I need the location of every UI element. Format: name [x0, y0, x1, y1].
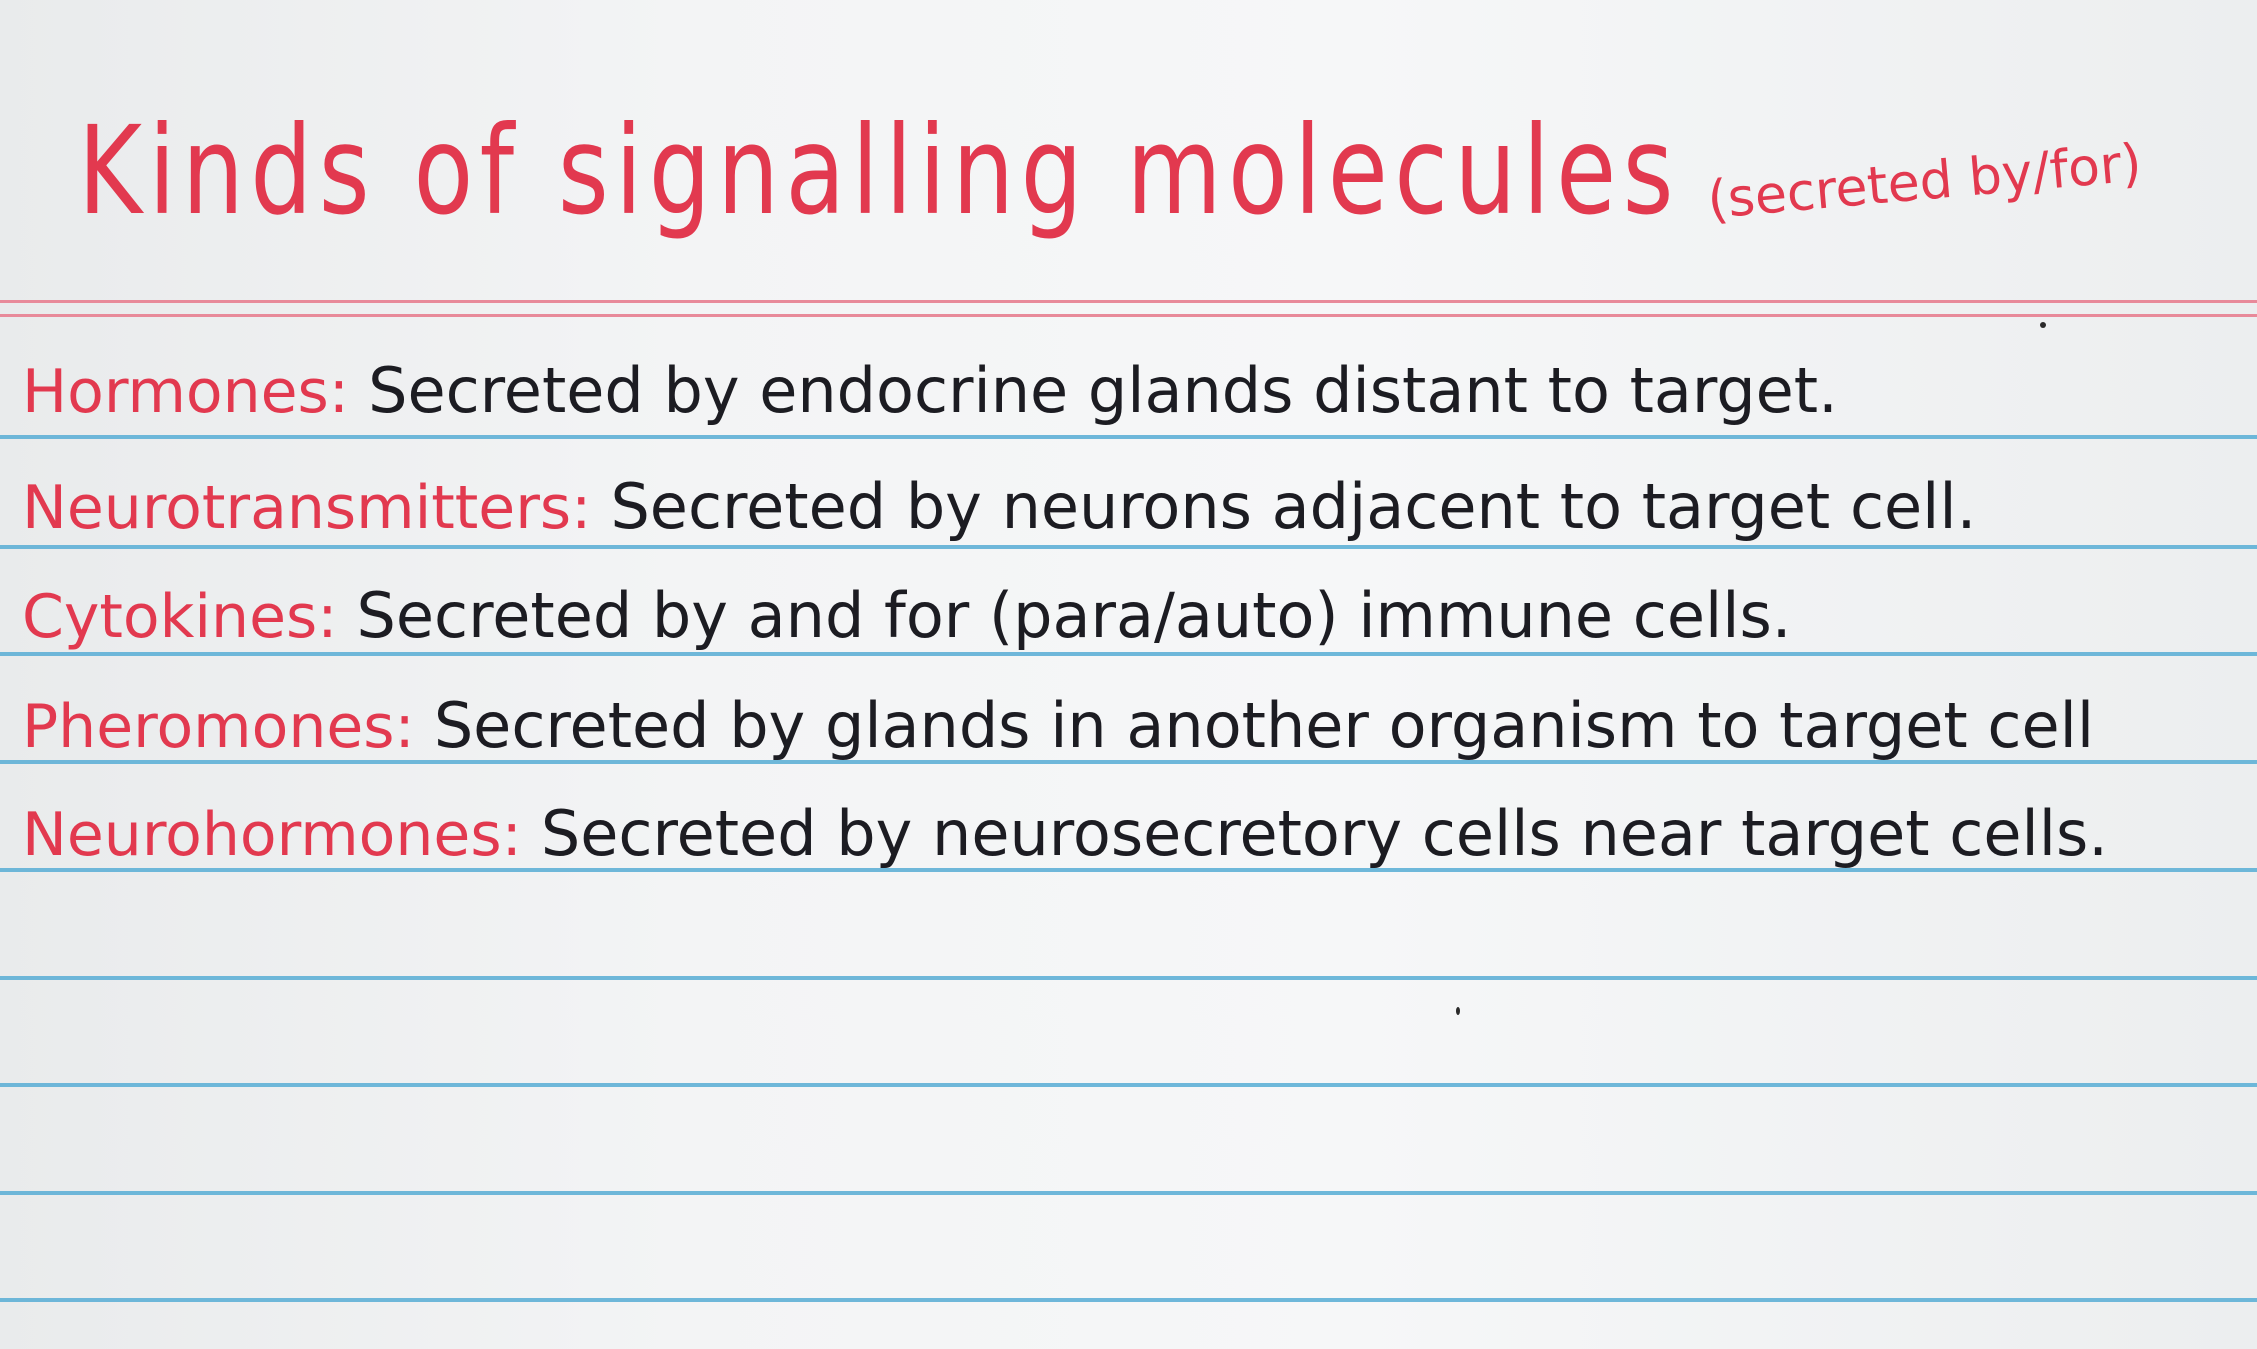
list-item: Hormones: Secreted by endocrine glands d… — [22, 360, 1838, 423]
list-item: Cytokines: Secreted by and for (para/aut… — [22, 585, 1791, 648]
header-rule-bottom — [0, 314, 2257, 317]
card-title: Kinds of signalling molecules — [78, 100, 1680, 242]
ruled-line — [0, 545, 2257, 549]
ruled-line — [0, 1298, 2257, 1302]
ruled-line — [0, 1083, 2257, 1087]
card-subtitle: (secreted by/for) — [1705, 133, 2144, 231]
entry-term: Neurotransmitters: — [22, 473, 611, 543]
ink-dot — [1456, 1007, 1460, 1015]
entry-definition: Secreted by neurons adjacent to target c… — [610, 470, 1977, 543]
entry-term: Neurohormones: — [22, 800, 541, 870]
list-item: Pheromones: Secreted by glands in anothe… — [22, 695, 2094, 758]
entry-term: Cytokines: — [22, 582, 357, 652]
ruled-line — [0, 652, 2257, 656]
ruled-line — [0, 976, 2257, 980]
entry-definition: Secreted by and for (para/auto) immune c… — [356, 579, 1792, 652]
entry-definition: Secreted by endocrine glands distant to … — [368, 354, 1838, 427]
ruled-line — [0, 868, 2257, 872]
ruled-line — [0, 1191, 2257, 1195]
entry-term: Pheromones: — [22, 692, 434, 762]
entry-definition: Secreted by glands in another organism t… — [433, 689, 2095, 762]
entry-term: Hormones: — [22, 357, 369, 427]
list-item: Neurohormones: Secreted by neurosecretor… — [22, 803, 2108, 866]
list-item: Neurotransmitters: Secreted by neurons a… — [22, 476, 1976, 539]
ruled-line — [0, 760, 2257, 764]
header-rule-top — [0, 300, 2257, 303]
entry-definition: Secreted by neurosecretory cells near ta… — [540, 797, 2108, 870]
ruled-line — [0, 435, 2257, 439]
ink-dot — [2040, 322, 2046, 328]
